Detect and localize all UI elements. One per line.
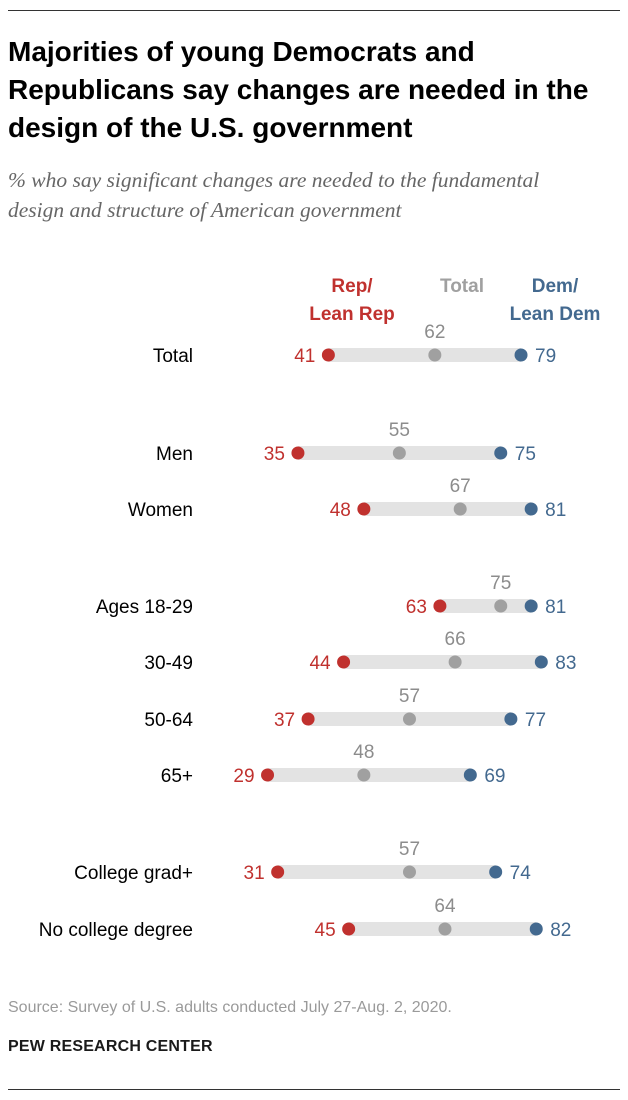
dem-dot	[534, 655, 548, 669]
total-dot	[438, 922, 452, 936]
total-value-label: 62	[424, 322, 445, 343]
dem-value-label: 81	[545, 500, 566, 521]
rep-value-label: 29	[233, 766, 254, 787]
legend-rep-label: Lean Rep	[309, 304, 395, 325]
rep-value-label: 41	[294, 346, 315, 367]
rep-dot	[337, 655, 351, 669]
range-bar	[343, 655, 542, 669]
legend-dem-label: Dem/	[532, 276, 579, 297]
dem-dot	[514, 348, 528, 362]
range-bar	[439, 599, 532, 613]
row-label: Ages 18-29	[96, 597, 193, 618]
range-bar	[277, 865, 496, 879]
legend-rep-label: Rep/	[331, 276, 373, 297]
row-label: 50-64	[144, 710, 193, 731]
total-value-label: 57	[399, 686, 420, 707]
row-label: Total	[153, 346, 193, 367]
total-dot	[494, 599, 508, 613]
row-label: College grad+	[74, 863, 193, 884]
dem-dot	[524, 502, 538, 516]
rep-value-label: 44	[309, 653, 331, 674]
rep-dot	[271, 865, 285, 879]
total-dot	[402, 865, 416, 879]
rep-dot	[342, 922, 356, 936]
total-value-label: 66	[445, 629, 466, 650]
legend-total-label: Total	[440, 276, 484, 297]
dem-dot	[524, 599, 538, 613]
chart-subtitle: % who say significant changes are needed…	[8, 168, 540, 222]
rep-dot	[301, 712, 315, 726]
dem-value-label: 69	[484, 766, 505, 787]
total-dot	[402, 712, 416, 726]
dem-dot	[489, 865, 503, 879]
total-value-label: 55	[389, 420, 410, 441]
rep-dot	[433, 599, 447, 613]
rep-value-label: 48	[330, 500, 351, 521]
dem-dot	[463, 768, 477, 782]
total-value-label: 57	[399, 839, 420, 860]
rep-dot	[291, 446, 305, 460]
row-label: Men	[156, 444, 193, 465]
total-value-label: 75	[490, 573, 511, 594]
total-value-label: 64	[434, 896, 456, 917]
total-dot	[453, 502, 467, 516]
dem-value-label: 79	[535, 346, 556, 367]
dot-plot-chart: Rep/Lean Rep Total Dem/Lean Dem Total 41 62 79…	[39, 276, 601, 941]
row-label: 65+	[161, 766, 193, 787]
row-label: Women	[128, 500, 193, 521]
total-value-label: 48	[353, 742, 374, 763]
dem-value-label: 75	[515, 444, 536, 465]
top-rule	[8, 10, 620, 11]
rep-value-label: 31	[244, 863, 265, 884]
total-dot	[448, 655, 462, 669]
dem-value-label: 82	[550, 920, 571, 941]
total-dot	[428, 348, 442, 362]
range-bar	[363, 502, 532, 516]
dem-value-label: 83	[555, 653, 576, 674]
range-bar	[328, 348, 522, 362]
rep-dot	[321, 348, 335, 362]
rep-value-label: 35	[264, 444, 285, 465]
total-dot	[357, 768, 371, 782]
rep-value-label: 37	[274, 710, 295, 731]
source-note: Source: Survey of U.S. adults conducted …	[8, 999, 452, 1016]
chart-title: Majorities of young Democrats and Republ…	[8, 36, 589, 143]
row-label: No college degree	[39, 920, 193, 941]
rep-value-label: 63	[406, 597, 427, 618]
bottom-rule	[8, 1089, 620, 1090]
organization-label: PEW RESEARCH CENTER	[8, 1038, 213, 1055]
total-value-label: 67	[450, 476, 471, 497]
legend-dem-label: Lean Dem	[510, 304, 601, 325]
dem-dot	[494, 446, 508, 460]
rep-dot	[357, 502, 371, 516]
rep-value-label: 45	[315, 920, 336, 941]
row-label: 30-49	[144, 653, 193, 674]
dem-value-label: 74	[510, 863, 532, 884]
rep-dot	[261, 768, 275, 782]
dem-value-label: 77	[525, 710, 546, 731]
dem-value-label: 81	[545, 597, 566, 618]
total-dot	[392, 446, 406, 460]
dem-dot	[504, 712, 518, 726]
dem-dot	[529, 922, 543, 936]
